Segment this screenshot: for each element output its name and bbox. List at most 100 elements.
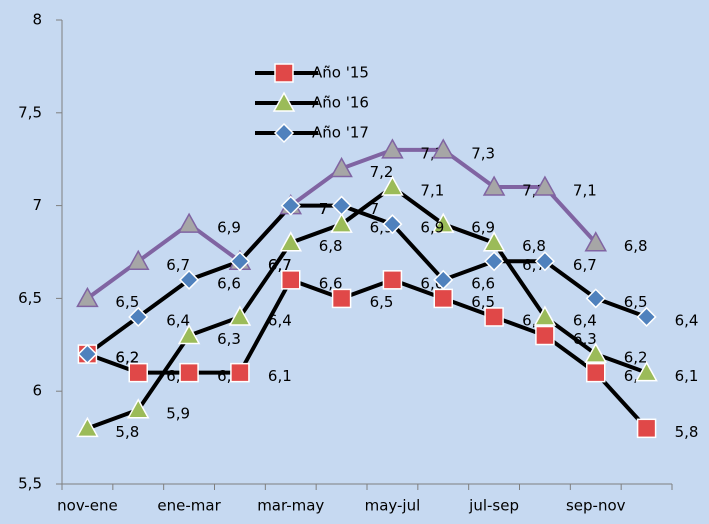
point bbox=[177, 212, 201, 233]
legend-marker bbox=[274, 63, 294, 83]
point bbox=[635, 361, 658, 382]
point bbox=[330, 156, 353, 178]
data-label: 6,3 bbox=[573, 330, 597, 348]
data-label: 6,6 bbox=[471, 274, 495, 292]
point bbox=[279, 231, 303, 252]
point bbox=[126, 249, 150, 271]
point bbox=[484, 251, 505, 272]
data-label: 5,8 bbox=[115, 423, 139, 441]
data-label: 6,7 bbox=[268, 256, 292, 274]
point bbox=[584, 231, 608, 252]
data-label: 7,2 bbox=[370, 163, 394, 181]
legend-label: Año '15 bbox=[312, 64, 369, 82]
y-tick-label: 5,5 bbox=[18, 475, 42, 493]
x-tick-label: ene-mar bbox=[157, 497, 221, 515]
point bbox=[76, 416, 99, 438]
point bbox=[128, 362, 148, 383]
point bbox=[584, 342, 608, 363]
y-tick-label: 6 bbox=[32, 382, 42, 400]
x-tick-label: mar-may bbox=[257, 497, 324, 515]
point bbox=[126, 398, 150, 419]
point bbox=[533, 305, 557, 326]
data-label: 6,5 bbox=[370, 293, 394, 311]
x-tick-label: nov-ene bbox=[57, 497, 118, 515]
legend-marker bbox=[272, 91, 296, 112]
data-label: 7,3 bbox=[471, 144, 495, 162]
data-label: 6,5 bbox=[115, 293, 139, 311]
data-label: 6,4 bbox=[166, 311, 190, 329]
x-tick-label: may-jul bbox=[365, 497, 421, 515]
data-label: 7,1 bbox=[573, 182, 597, 200]
y-tick-label: 6,5 bbox=[18, 289, 42, 307]
x-tick-label: sep-nov bbox=[566, 497, 626, 515]
point bbox=[330, 212, 353, 233]
point bbox=[484, 307, 504, 327]
data-label: 6,7 bbox=[166, 256, 190, 274]
data-label: 6,4 bbox=[268, 311, 292, 329]
data-label: 6,2 bbox=[115, 349, 139, 367]
point bbox=[482, 231, 506, 252]
data-label: 6,8 bbox=[319, 237, 343, 255]
point bbox=[381, 138, 404, 159]
data-label: 6,5 bbox=[624, 293, 648, 311]
point bbox=[636, 418, 657, 439]
point bbox=[177, 323, 201, 345]
point bbox=[533, 175, 557, 196]
point bbox=[229, 251, 250, 272]
data-label: 6,5 bbox=[471, 293, 495, 311]
data-label: 6,2 bbox=[624, 349, 648, 367]
y-tick-label: 7 bbox=[32, 196, 42, 214]
y-tick-label: 7,5 bbox=[18, 103, 42, 121]
data-label: 6,2 bbox=[115, 349, 139, 367]
data-label: 6,8 bbox=[624, 237, 648, 255]
data-label: 6,9 bbox=[217, 219, 241, 237]
legend-marker bbox=[273, 122, 295, 144]
point bbox=[281, 270, 301, 290]
point bbox=[431, 138, 455, 159]
data-label: 6,9 bbox=[471, 219, 495, 237]
point bbox=[128, 306, 149, 328]
data-label: 5,9 bbox=[166, 404, 190, 422]
data-label: 6,6 bbox=[217, 274, 241, 292]
legend-label: Año '17 bbox=[312, 124, 369, 142]
point bbox=[230, 362, 250, 383]
point bbox=[77, 344, 98, 365]
point bbox=[228, 305, 252, 326]
data-label: 6,1 bbox=[675, 367, 699, 385]
data-label: 7 bbox=[319, 200, 329, 218]
point bbox=[179, 362, 199, 383]
point bbox=[382, 214, 403, 235]
data-label: 7 bbox=[319, 200, 329, 218]
point bbox=[382, 270, 403, 290]
point bbox=[179, 269, 200, 290]
point bbox=[76, 286, 99, 308]
data-label: 6,7 bbox=[268, 256, 292, 274]
data-label: 6,4 bbox=[675, 311, 699, 329]
point bbox=[535, 325, 555, 346]
series-line bbox=[86, 184, 648, 431]
point bbox=[331, 288, 352, 309]
point bbox=[534, 251, 555, 272]
data-label: 6,8 bbox=[522, 237, 546, 255]
legend-label: Año '16 bbox=[312, 94, 369, 112]
x-tick-label: jul-sep bbox=[468, 497, 519, 515]
point bbox=[331, 195, 352, 216]
point bbox=[585, 288, 606, 309]
point bbox=[381, 175, 404, 196]
data-label: 6,3 bbox=[217, 330, 241, 348]
point bbox=[431, 212, 455, 233]
point bbox=[433, 288, 453, 309]
point bbox=[433, 269, 454, 290]
data-label: 7,1 bbox=[420, 182, 444, 200]
point bbox=[586, 362, 606, 383]
y-tick-label: 8 bbox=[32, 11, 42, 29]
point bbox=[280, 195, 301, 216]
data-label: 6,1 bbox=[268, 367, 292, 385]
data-label: 6,9 bbox=[420, 219, 444, 237]
data-label: 7 bbox=[370, 200, 380, 218]
point bbox=[636, 306, 657, 328]
data-label: 5,8 bbox=[675, 423, 699, 441]
data-label: 6,4 bbox=[573, 311, 597, 329]
series-line bbox=[86, 203, 648, 356]
